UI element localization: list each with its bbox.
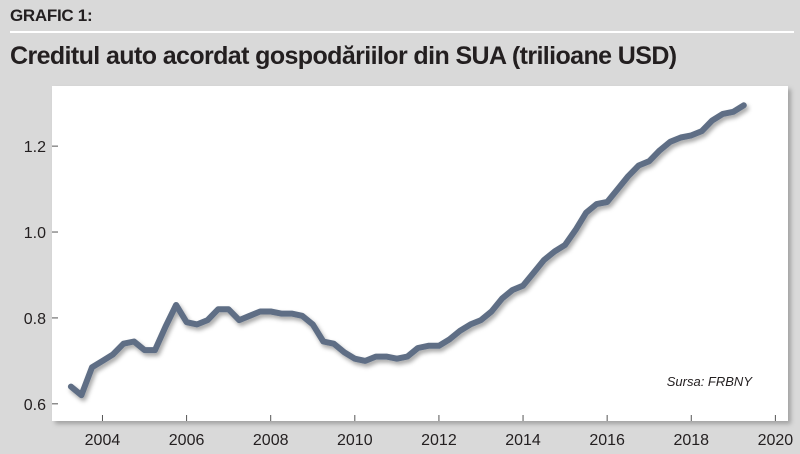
x-tick-label: 2006 xyxy=(169,432,205,449)
x-tick-label: 2008 xyxy=(253,432,289,449)
y-tick-label: 0.6 xyxy=(24,397,46,414)
source-note: Sursa: FRBNY xyxy=(667,374,754,389)
figure-label: GRAFIC 1: xyxy=(10,6,93,25)
y-tick-label: 1.0 xyxy=(24,225,46,242)
x-tick-label: 2004 xyxy=(85,432,121,449)
x-tick-label: 2014 xyxy=(505,432,541,449)
plot-area xyxy=(52,86,788,421)
y-axis-ticks: 0.6 0.8 1.0 1.2 xyxy=(24,139,58,414)
y-tick-label: 0.8 xyxy=(24,311,46,328)
y-tick-label: 1.2 xyxy=(24,139,46,156)
x-tick-label: 2020 xyxy=(758,432,794,449)
header-rule xyxy=(10,31,794,33)
x-axis-ticks: 2004 2006 2008 2010 2012 2014 2016 2018 2020 xyxy=(85,415,794,449)
x-tick-label: 2012 xyxy=(421,432,457,449)
x-tick-label: 2016 xyxy=(589,432,625,449)
chart-title: Creditul auto acordat gospodăriilor din … xyxy=(10,42,677,70)
x-tick-label: 2010 xyxy=(337,432,373,449)
series-line xyxy=(67,102,747,399)
x-tick-label: 2018 xyxy=(673,432,709,449)
